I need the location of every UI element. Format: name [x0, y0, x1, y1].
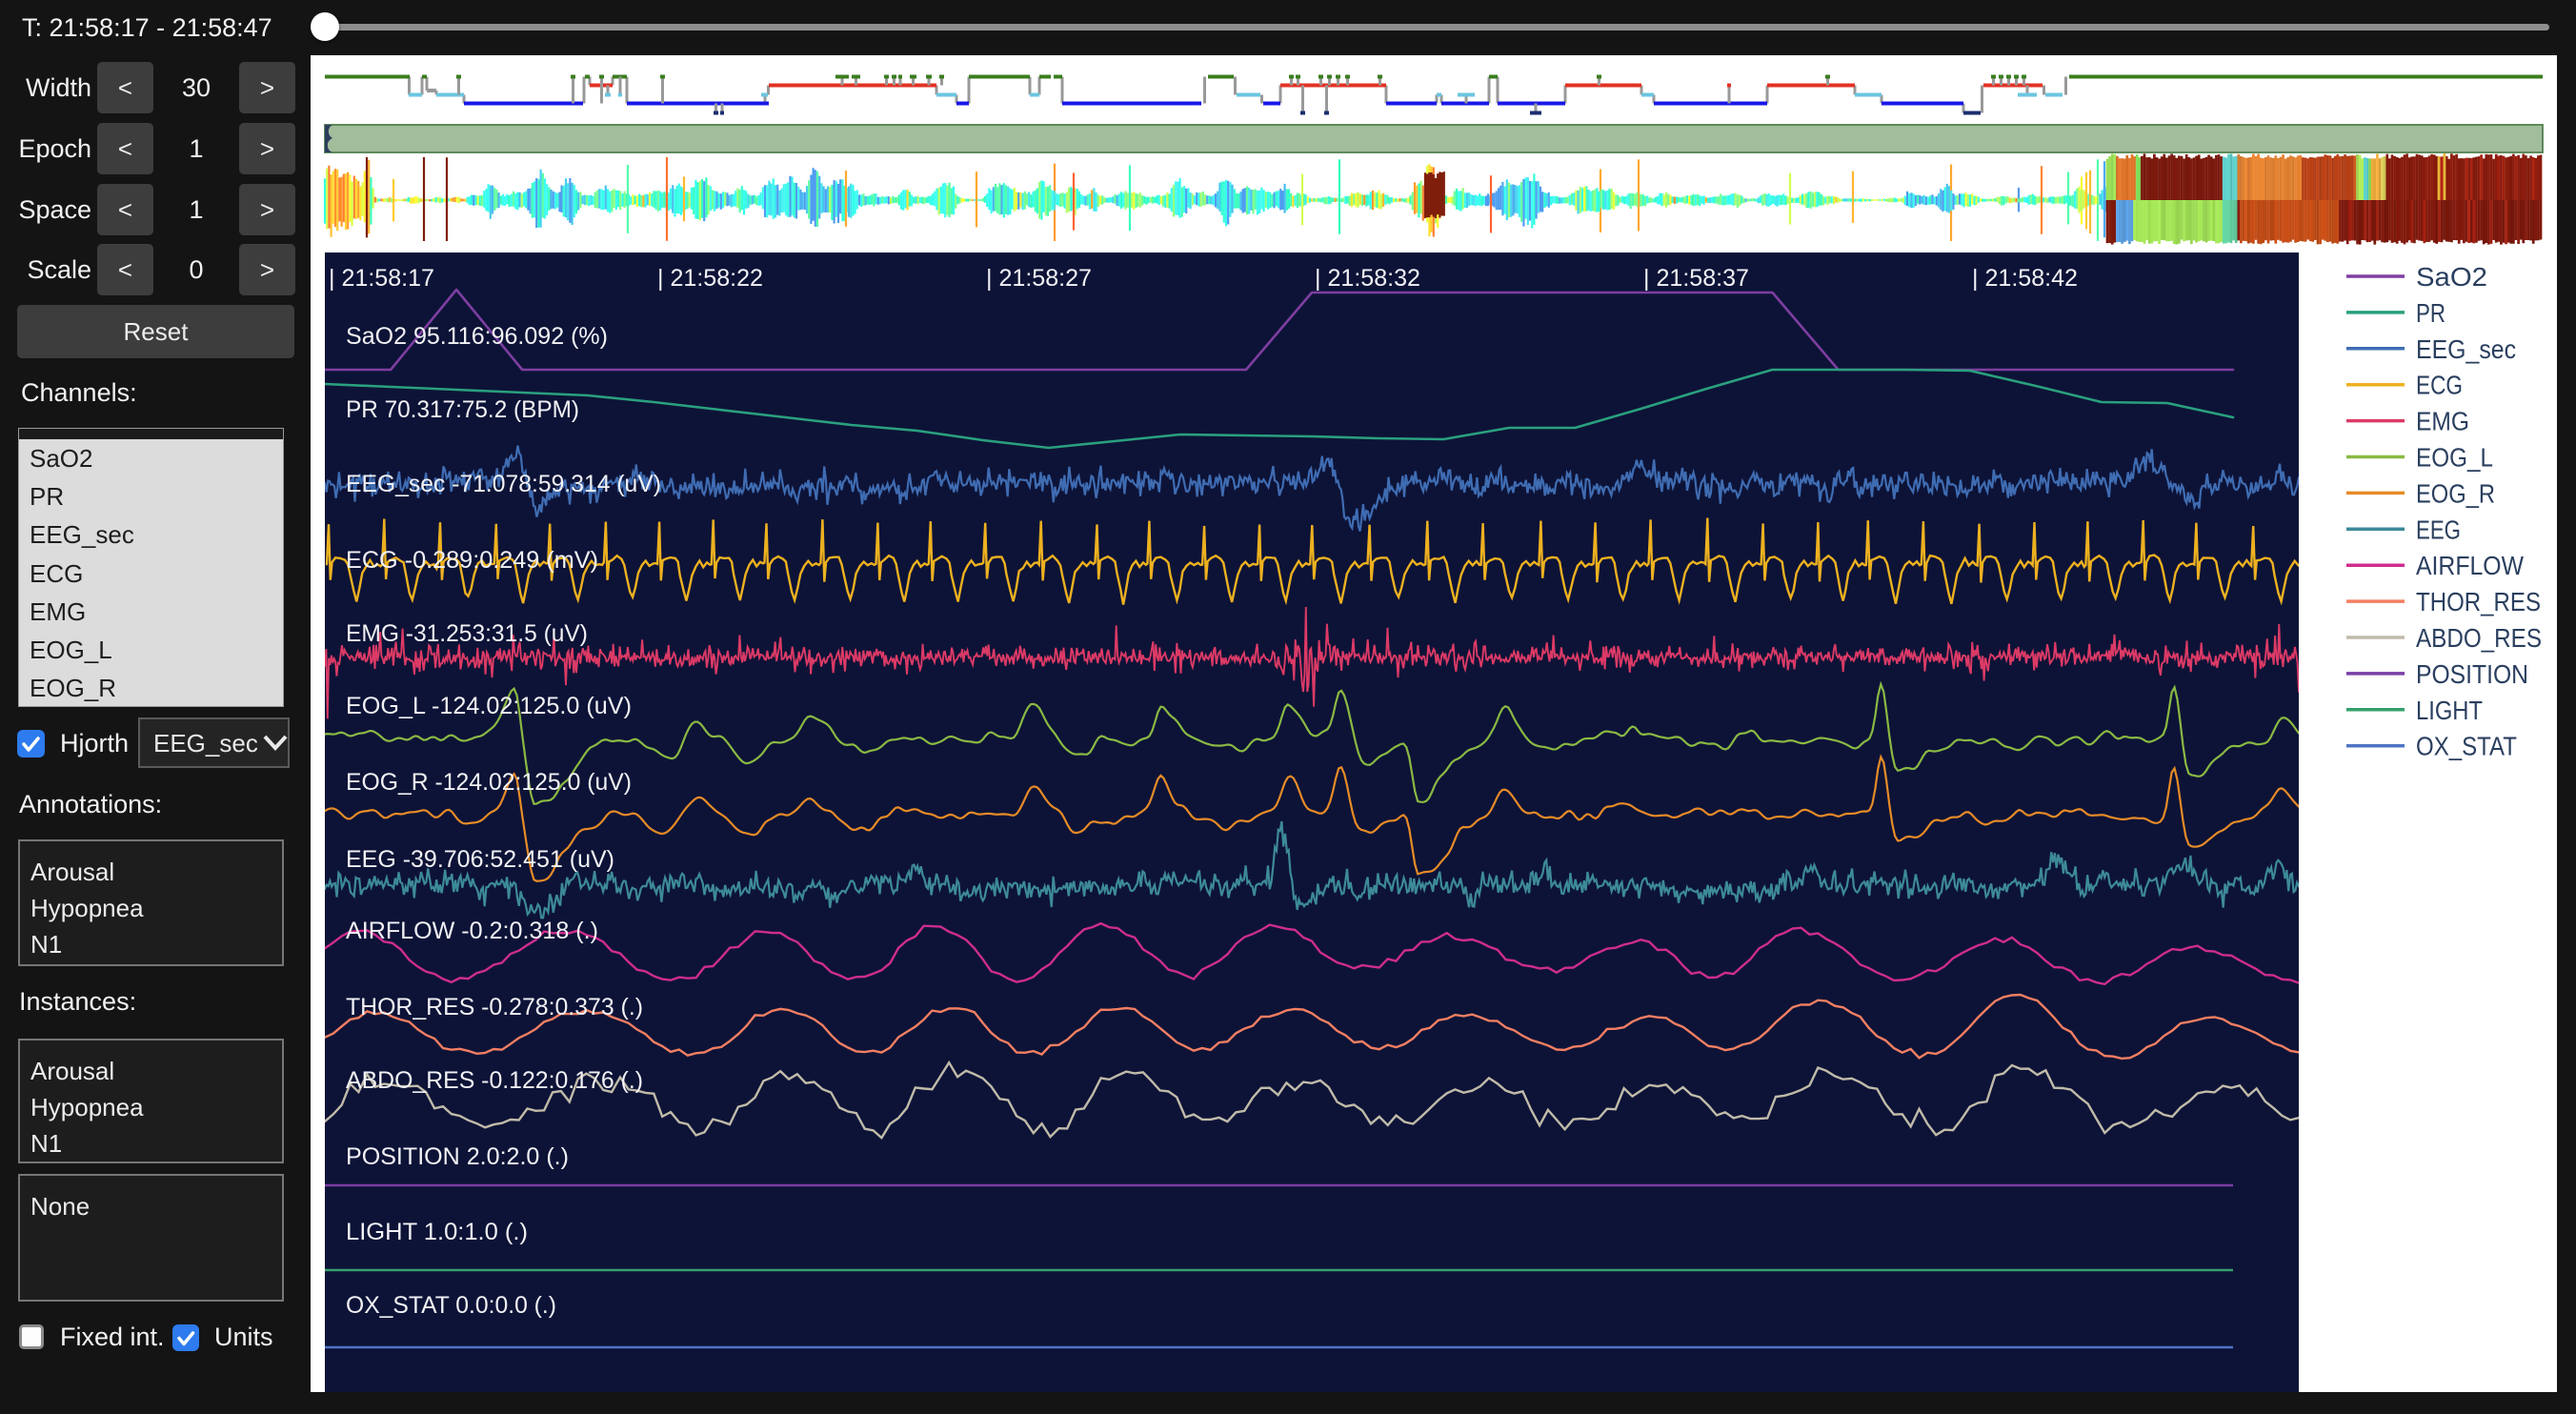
- svg-text:POSITION: POSITION: [2416, 659, 2528, 689]
- svg-text:EEG_sec: EEG_sec: [2416, 334, 2516, 364]
- svg-text:ABDO_RES: ABDO_RES: [2416, 623, 2542, 653]
- svg-text:EOG_R -124.02:125.0 (uV): EOG_R -124.02:125.0 (uV): [346, 769, 632, 796]
- svg-text:POSITION 2.0:2.0 (.): POSITION 2.0:2.0 (.): [346, 1143, 569, 1170]
- svg-text:| 21:58:32: | 21:58:32: [1315, 265, 1420, 292]
- svg-text:| 21:58:37: | 21:58:37: [1643, 265, 1749, 292]
- svg-text:EOG_L: EOG_L: [2416, 443, 2493, 473]
- svg-text:EOG_R: EOG_R: [2416, 478, 2495, 508]
- svg-text:EEG_sec -71.078:59.314 (uV): EEG_sec -71.078:59.314 (uV): [346, 471, 661, 497]
- svg-text:PR 70.317:75.2 (BPM): PR 70.317:75.2 (BPM): [346, 396, 579, 423]
- svg-text:AIRFLOW -0.2:0.318 (.): AIRFLOW -0.2:0.318 (.): [346, 918, 598, 944]
- svg-text:| 21:58:42: | 21:58:42: [1972, 265, 2078, 292]
- svg-text:THOR_RES: THOR_RES: [2416, 587, 2541, 616]
- svg-text:THOR_RES -0.278:0.373 (.): THOR_RES -0.278:0.373 (.): [346, 994, 643, 1020]
- svg-text:PR: PR: [2416, 298, 2445, 328]
- svg-text:| 21:58:22: | 21:58:22: [657, 265, 763, 292]
- svg-text:EOG_L -124.02:125.0 (uV): EOG_L -124.02:125.0 (uV): [346, 693, 632, 719]
- svg-text:OX_STAT 0.0:0.0 (.): OX_STAT 0.0:0.0 (.): [346, 1292, 556, 1319]
- svg-text:LIGHT: LIGHT: [2416, 696, 2483, 725]
- svg-text:EEG: EEG: [2416, 515, 2461, 544]
- svg-text:ECG -0.289:0.249 (mV): ECG -0.289:0.249 (mV): [346, 547, 598, 574]
- svg-text:EMG -31.253:31.5 (uV): EMG -31.253:31.5 (uV): [346, 620, 588, 647]
- svg-text:| 21:58:17: | 21:58:17: [329, 265, 434, 292]
- svg-text:EEG -39.706:52.451 (uV): EEG -39.706:52.451 (uV): [346, 846, 614, 873]
- svg-text:LIGHT 1.0:1.0 (.): LIGHT 1.0:1.0 (.): [346, 1219, 528, 1245]
- svg-text:SaO2: SaO2: [2416, 262, 2487, 292]
- svg-text:EMG: EMG: [2416, 407, 2469, 436]
- svg-text:SaO2 95.116:96.092 (%): SaO2 95.116:96.092 (%): [346, 323, 608, 350]
- svg-text:AIRFLOW: AIRFLOW: [2416, 551, 2525, 580]
- svg-text:OX_STAT: OX_STAT: [2416, 732, 2517, 761]
- svg-text:ECG: ECG: [2416, 371, 2463, 400]
- svg-text:ABDO_RES -0.122:0.176 (.): ABDO_RES -0.122:0.176 (.): [346, 1067, 643, 1094]
- svg-text:| 21:58:27: | 21:58:27: [986, 265, 1092, 292]
